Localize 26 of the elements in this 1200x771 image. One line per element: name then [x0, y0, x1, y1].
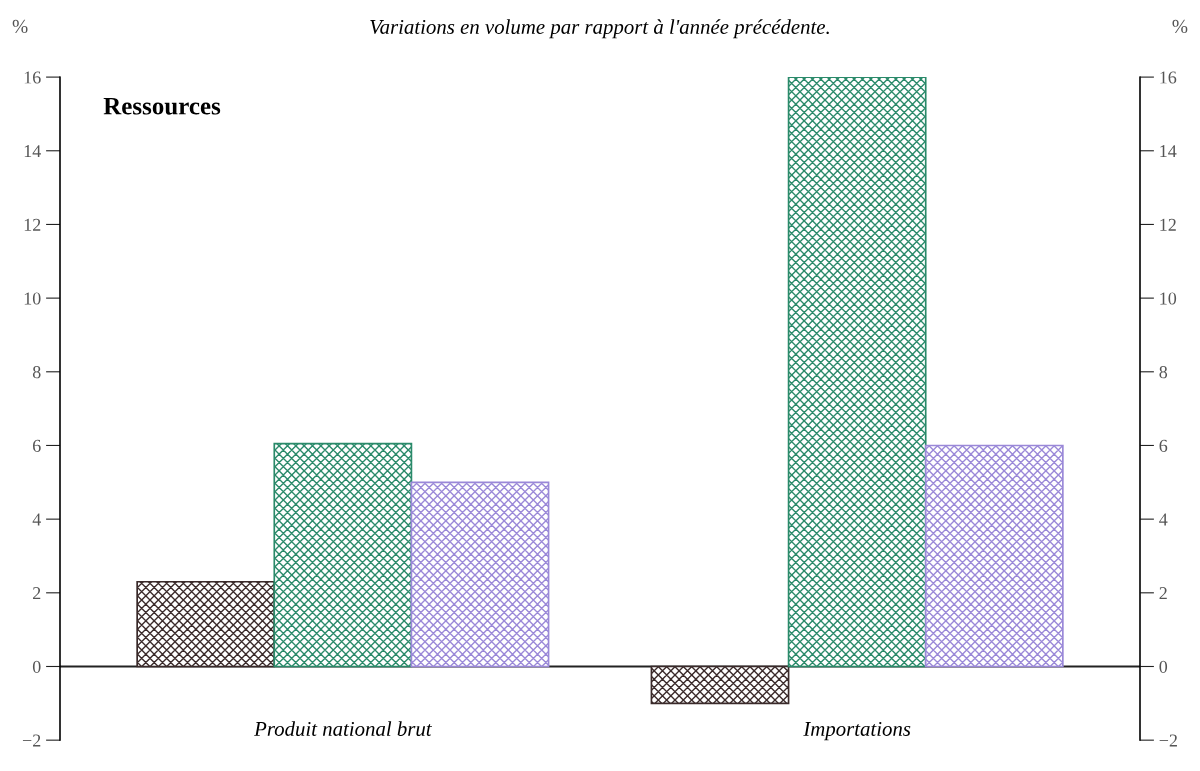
- chart-title: Variations en volume par rapport à l'année précédente.: [370, 19, 829, 39]
- y-tick-label: 8: [32, 366, 41, 379]
- y-tick-label: 16: [24, 71, 41, 84]
- y2-tick-label: 12: [1160, 218, 1176, 231]
- y2-tick-label: 6: [1159, 439, 1168, 452]
- y-tick-label: 10: [24, 292, 41, 305]
- y2-tick-label: 2: [1159, 587, 1167, 600]
- y-tick-label: −2: [22, 734, 41, 747]
- y-axis-title: %: [12, 19, 28, 34]
- y-tick-label: 14: [24, 145, 41, 158]
- y-tick-label: 0: [32, 660, 41, 673]
- y2-tick-label: 14: [1160, 145, 1177, 158]
- annotation: Ressources: [103, 97, 221, 115]
- y2-tick-label: 0: [1159, 660, 1168, 673]
- y-tick-label: 2: [33, 587, 41, 600]
- x-tick-label: Produit national brut: [254, 721, 433, 736]
- y-tick-label: 6: [33, 439, 41, 452]
- y-tick-label: 4: [32, 513, 41, 526]
- y2-tick-label: 16: [1160, 71, 1177, 84]
- y2-tick-label: 10: [1160, 292, 1177, 305]
- y2-tick-label: 4: [1159, 513, 1168, 526]
- y2-tick-label: 8: [1159, 366, 1168, 379]
- y2-tick-label: −2: [1159, 734, 1177, 747]
- y-tick-label: 12: [24, 218, 41, 231]
- y2-axis-title: %: [1172, 19, 1188, 34]
- x-tick-label: Importations: [803, 721, 911, 741]
